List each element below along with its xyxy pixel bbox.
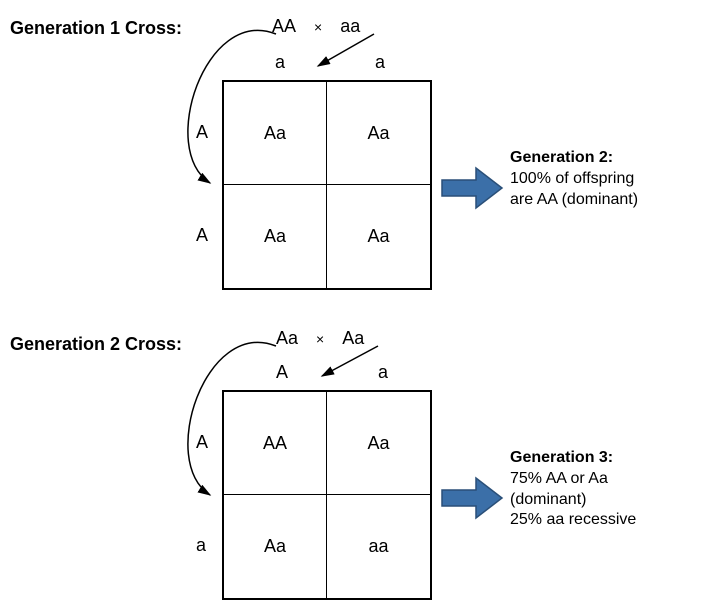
gen2-cell-2: Aa — [224, 495, 327, 598]
gen1-parentA: AA — [272, 16, 296, 37]
gen2-parents: Aa × Aa — [276, 328, 364, 349]
gen1-parents: AA × aa — [272, 16, 360, 37]
gen2-side-allele-0: A — [196, 432, 208, 453]
gen1-side-allele-1: A — [196, 225, 208, 246]
gen2-side-allele-1: a — [196, 535, 206, 556]
gen1-cell-0: Aa — [224, 82, 327, 185]
gen2-cell-3: aa — [327, 495, 430, 598]
gen2-top-allele-0: A — [276, 362, 288, 383]
gen2-punnett-square: AA Aa Aa aa — [222, 390, 432, 600]
gen2-heading: Generation 2 Cross: — [10, 334, 182, 355]
gen2-result-line2: (dominant) — [510, 491, 586, 508]
gen1-cell-3: Aa — [327, 185, 430, 288]
gen1-top-allele-0: a — [275, 52, 285, 73]
gen2-mult: × — [316, 331, 324, 347]
gen1-side-allele-0: A — [196, 122, 208, 143]
gen2-result-title: Generation 3: — [510, 449, 613, 466]
gen1-cell-1: Aa — [327, 82, 430, 185]
gen1-result-line1: 100% of offspring — [510, 170, 634, 187]
gen1-parentB: aa — [340, 16, 360, 37]
gen2-slant-arrow-icon — [322, 346, 378, 376]
gen2-parentA: Aa — [276, 328, 298, 349]
gen1-cell-2: Aa — [224, 185, 327, 288]
gen2-result-line1: 75% AA or Aa — [510, 470, 608, 487]
gen2-cell-1: Aa — [327, 392, 430, 495]
gen1-result-line2: are AA (dominant) — [510, 191, 638, 208]
gen1-heading: Generation 1 Cross: — [10, 18, 182, 39]
gen2-cell-0: AA — [224, 392, 327, 495]
gen2-result: Generation 3: 75% AA or Aa (dominant) 25… — [510, 448, 636, 531]
gen1-mult: × — [314, 19, 322, 35]
gen1-result: Generation 2: 100% of offspring are AA (… — [510, 148, 638, 210]
gen1-punnett-square: Aa Aa Aa Aa — [222, 80, 432, 290]
gen2-big-arrow-icon — [442, 478, 502, 518]
gen2-top-allele-1: a — [378, 362, 388, 383]
gen2-parentB: Aa — [342, 328, 364, 349]
gen1-slant-arrow-icon — [318, 34, 374, 66]
gen2-result-line3: 25% aa recessive — [510, 511, 636, 528]
gen1-result-title: Generation 2: — [510, 149, 613, 166]
gen1-big-arrow-icon — [442, 168, 502, 208]
gen1-top-allele-1: a — [375, 52, 385, 73]
